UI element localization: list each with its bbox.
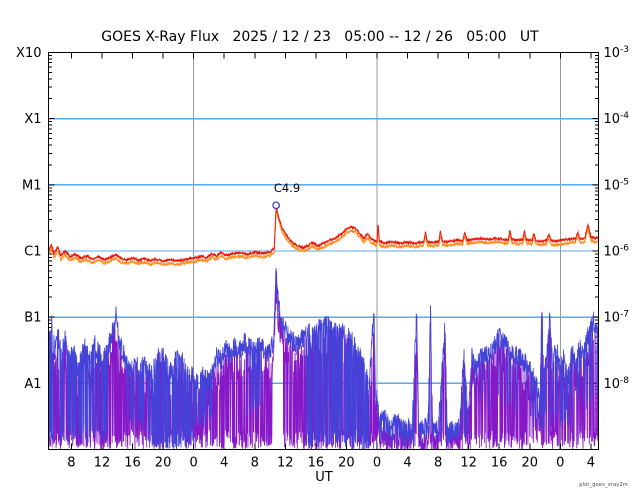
x-tick-label: 4 [403, 456, 411, 471]
x-tick-label: 16 [124, 456, 141, 471]
x-tick-label: 16 [308, 456, 325, 471]
right-axis-label: 10-6 [604, 244, 630, 260]
x-tick-label: 8 [251, 456, 259, 471]
flare-peak-marker [272, 201, 280, 210]
right-axis-label: 10-4 [604, 111, 630, 127]
x-tick-label: 12 [460, 456, 477, 471]
right-axis-label: 10-3 [604, 45, 630, 61]
x-tick-label: 20 [521, 456, 538, 471]
x-tick-label: 4 [587, 456, 595, 471]
x-tick-label: 20 [338, 456, 355, 471]
x-tick-label: 12 [277, 456, 294, 471]
flux-class-label: X1 [24, 112, 41, 127]
right-axis-label: 10-8 [604, 376, 630, 392]
x-tick-label: 12 [94, 456, 111, 471]
flux-class-label: A1 [24, 377, 41, 392]
x-tick-label: 8 [67, 456, 75, 471]
plot-filename-watermark: plot_goes_xray2m [579, 482, 628, 488]
series-red [48, 206, 599, 264]
flux-class-label: B1 [24, 311, 41, 326]
flux-class-label: X10 [16, 46, 41, 61]
x-tick-label: 8 [434, 456, 442, 471]
right-axis-label: 10-7 [604, 310, 630, 326]
x-tick-label: 20 [155, 456, 172, 471]
flux-class-label: M1 [22, 178, 42, 193]
x-tick-label: 4 [220, 456, 228, 471]
flux-class-label: C1 [24, 245, 41, 260]
x-axis-unit-label: UT [315, 470, 333, 485]
plot-frame [48, 52, 599, 450]
x-tick-label: 0 [373, 456, 381, 471]
x-tick-label: 0 [189, 456, 197, 471]
flare-annotation-label: C4.9 [273, 181, 301, 195]
chart-title: GOES X-Ray Flux 2025 / 12 / 23 05:00 -- … [101, 29, 539, 45]
series-orange [48, 210, 599, 268]
x-tick-label: 16 [491, 456, 508, 471]
x-tick-label: 0 [556, 456, 564, 471]
right-axis-label: 10-5 [604, 177, 630, 193]
series-blue [48, 267, 599, 450]
